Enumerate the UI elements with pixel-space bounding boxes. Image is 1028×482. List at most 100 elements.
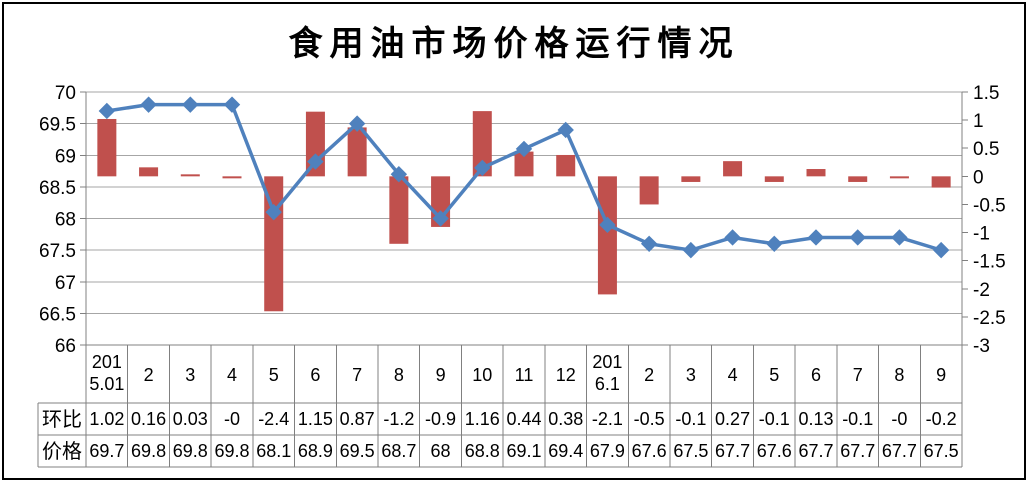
table-category-cell: 5	[269, 365, 279, 385]
table-value-cell: -0.5	[634, 409, 665, 429]
table-category-cell: 201 5.01	[89, 352, 124, 394]
diamond-marker	[98, 102, 116, 120]
table-category-cell: 9	[436, 365, 446, 385]
bar-huanbi	[597, 176, 617, 295]
diamond-marker	[640, 235, 658, 253]
table-value-cell: 67.6	[757, 441, 792, 461]
diamond-marker	[432, 210, 449, 227]
table-value-cell: -2.1	[592, 409, 623, 429]
right-axis-label: 1.5	[973, 83, 999, 104]
table-value-cell: -0.1	[675, 409, 706, 429]
table-value-cell: 69.8	[173, 441, 208, 461]
bar-huanbi	[514, 151, 534, 177]
table-value-cell: 68.7	[381, 441, 416, 461]
table-category-cell: 8	[894, 365, 904, 385]
bar-huanbi	[723, 161, 743, 177]
table-value-cell: 1.16	[465, 409, 500, 429]
left-axis-label: 69	[55, 146, 76, 167]
table-category-cell: 7	[853, 365, 863, 385]
table-row-header: 环比	[42, 407, 82, 431]
table-value-cell: 69.1	[506, 441, 541, 461]
table-value-cell: 67.5	[924, 441, 959, 461]
right-axis-label: -2	[973, 280, 990, 301]
table-category-cell: 201 6.1	[592, 352, 622, 394]
diamond-marker	[265, 203, 282, 221]
table-value-cell: 68.8	[465, 441, 500, 461]
bar-huanbi	[806, 169, 826, 177]
right-axis-label: -3	[973, 336, 990, 357]
table-value-cell: 69.8	[131, 441, 166, 461]
diamond-marker	[932, 241, 950, 259]
table-text: 201 5.01 2 3 4 5 6 7 8 9 10 11 12 201 6.1 2 3 4 5 6 7 8 9 环比 1.0…	[42, 352, 959, 463]
table-category-cell: 11	[515, 365, 534, 385]
table-value-cell: 67.5	[673, 441, 708, 461]
right-axis-label: 1	[973, 111, 984, 132]
diamond-marker	[599, 216, 616, 234]
bar-huanbi	[472, 111, 492, 177]
right-axis-label: -1.5	[973, 252, 1006, 273]
left-axis-label: 67	[55, 273, 76, 294]
table-category-cell: 12	[556, 365, 576, 385]
bar-huanbi	[556, 154, 576, 177]
bar-huanbi	[347, 127, 367, 177]
table-value-cell: -1.2	[383, 409, 414, 429]
table-value-cell: 69.7	[89, 441, 124, 461]
table-value-cell: 67.6	[632, 441, 667, 461]
bar-huanbi	[931, 176, 951, 188]
diamond-marker	[557, 121, 574, 139]
diamond-marker	[390, 166, 408, 183]
bar-huanbi	[180, 174, 200, 177]
bar-huanbi	[389, 176, 409, 244]
bar-huanbi	[639, 176, 659, 205]
table-value-cell: 0.03	[173, 409, 208, 429]
table-value-cell: -0.1	[759, 409, 790, 429]
gridlines	[86, 91, 962, 314]
table-category-cell: 4	[227, 365, 237, 385]
table-category-cell: 8	[394, 365, 404, 385]
diamond-marker	[849, 229, 866, 246]
table-value-cell: 0.27	[715, 409, 750, 429]
line-series-jiage	[98, 96, 950, 259]
right-axis-label: -2.5	[973, 308, 1006, 329]
table-category-cell: 4	[728, 365, 738, 385]
table-value-cell: 69.5	[340, 441, 375, 461]
table-category-cell: 5	[769, 365, 779, 385]
bar-huanbi	[97, 118, 117, 177]
table-category-cell: 2	[144, 365, 154, 385]
left-axis-label: 66	[55, 336, 76, 357]
table-category-cell: 3	[185, 365, 195, 385]
table-value-cell: 0.87	[340, 409, 375, 429]
table-value-cell: 68.9	[298, 441, 333, 461]
right-axis-label: 0.5	[973, 139, 999, 160]
table-value-cell: -0.2	[926, 409, 957, 429]
chart-title: 食用油市场价格运行情况	[288, 24, 740, 64]
right-axis-label: -1	[973, 224, 990, 245]
table-category-cell: 9	[936, 365, 946, 385]
table-value-cell: 68.1	[256, 441, 291, 461]
bar-huanbi	[889, 176, 909, 179]
left-axis-label: 68.5	[39, 178, 76, 199]
left-axis-label: 67.5	[39, 241, 76, 262]
left-axis-label: 68	[55, 210, 76, 231]
table-value-cell: -0.1	[842, 409, 873, 429]
table-row-header: 价格	[42, 439, 82, 463]
diamond-marker	[807, 229, 825, 246]
left-axis-label: 66.5	[39, 304, 76, 325]
diamond-marker	[515, 140, 533, 158]
table-category-cell: 7	[352, 365, 362, 385]
right-axis-label: 0	[973, 167, 984, 188]
table-category-cell: 2	[644, 365, 654, 385]
left-axis-label: 69.5	[39, 115, 76, 136]
diamond-marker	[140, 96, 157, 113]
diamond-marker	[766, 235, 783, 253]
bar-huanbi	[222, 176, 242, 179]
axis-lines	[80, 91, 968, 346]
axis-labels: 70 69.5 69 68.5 68 67.5 67 66.5 66 1.5 1 0.5 0 -0.5 -1…	[39, 83, 1006, 357]
diamond-marker	[348, 115, 366, 132]
table-value-cell: 0.44	[506, 409, 541, 429]
table-value-cell: -0	[224, 409, 240, 429]
table-value-cell: 1.02	[89, 409, 124, 429]
table-value-cell: 69.8	[214, 441, 249, 461]
table-value-cell: -2.4	[258, 409, 289, 429]
